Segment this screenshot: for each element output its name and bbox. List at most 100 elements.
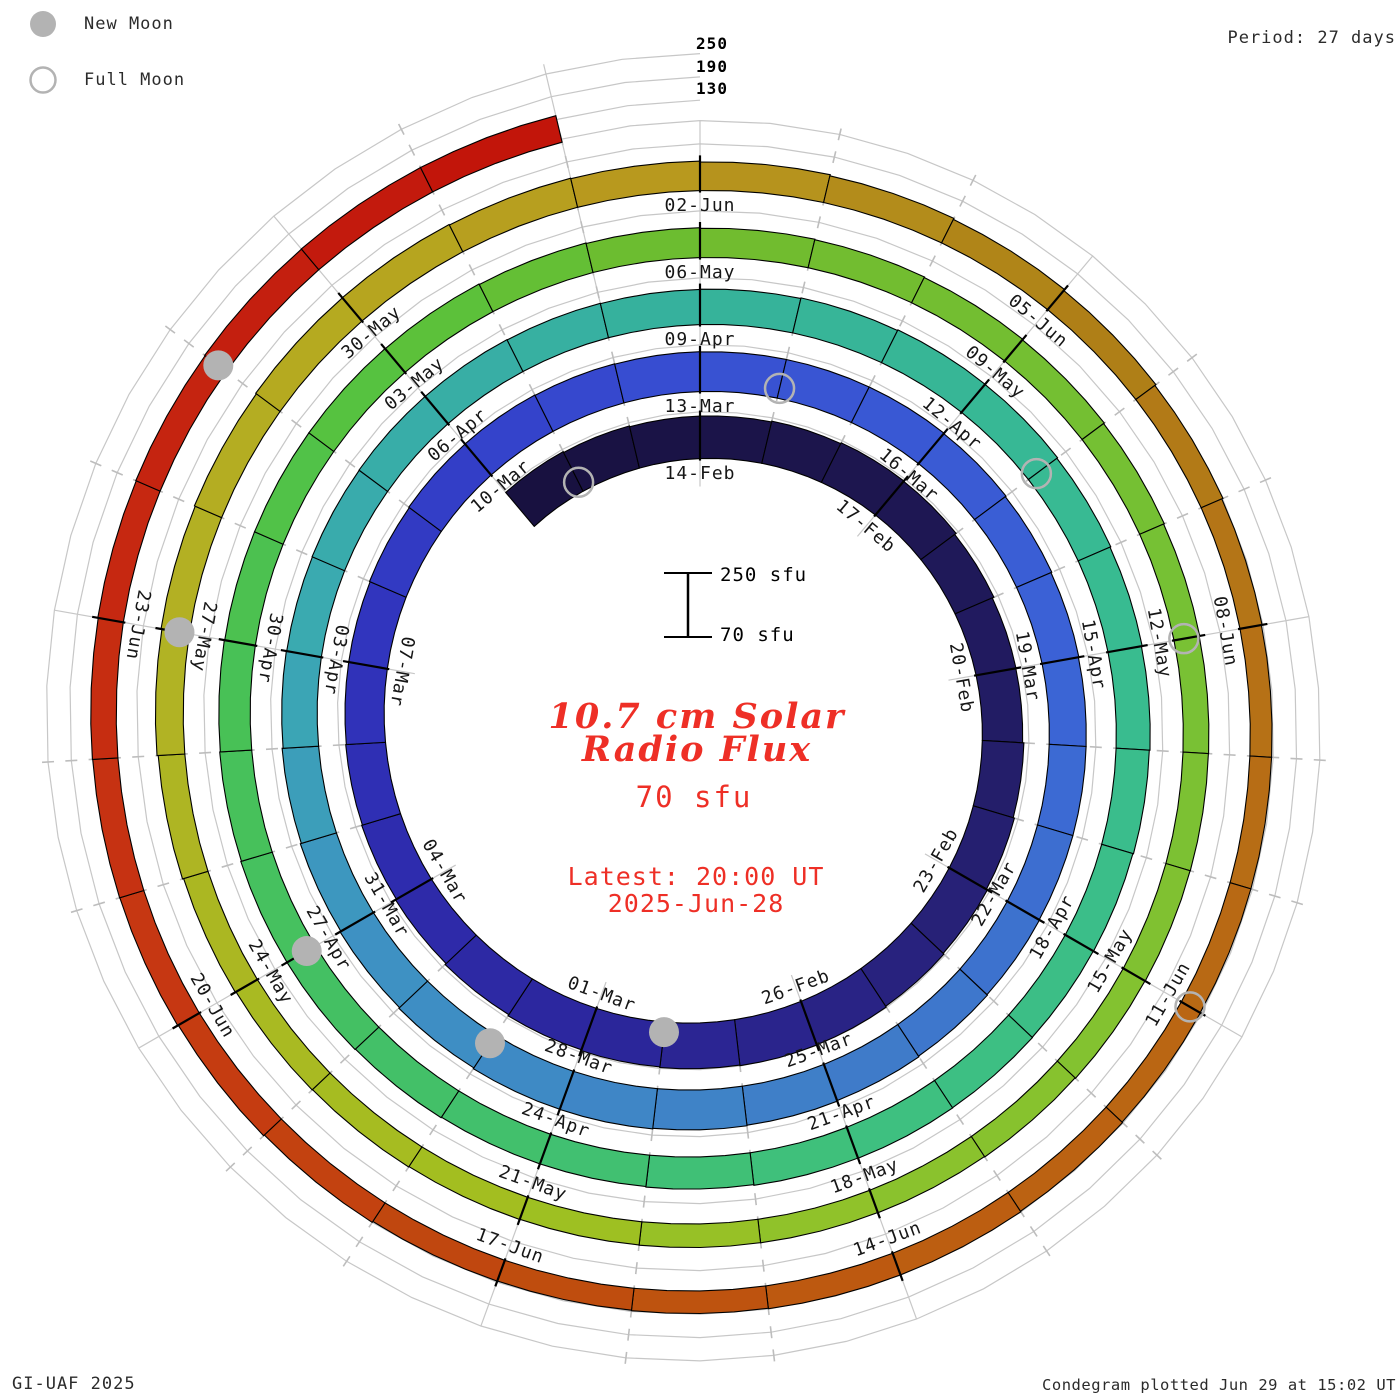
day-tick [1037,1042,1048,1052]
day-tick [1259,476,1272,484]
day-tick [1135,1134,1145,1144]
flux-band-day-segment [1081,422,1166,536]
day-tick [70,908,83,914]
flux-band-day-segment [345,741,402,826]
flux-band-day-segment [119,889,201,1027]
flux-band-day-segment [504,450,584,528]
flux-band-day-segment [534,363,625,433]
full-moon-marker [763,372,796,405]
full-moon-icon [29,66,57,94]
flux-band-day-segment [1003,339,1106,441]
flux-band-day-segment [478,242,594,313]
day-tick [1290,757,1303,760]
day-tick [388,1008,399,1018]
full-moon-label: Full Moon [84,70,186,90]
day-tick [465,1068,474,1080]
day-tick [234,522,247,529]
flux-band-day-segment [749,1126,859,1186]
full-moon-marker [1020,457,1053,490]
day-tick [164,325,176,334]
day-tick [242,1146,253,1156]
day-tick [801,281,806,294]
new-moon-marker [164,617,195,648]
day-tick [650,1129,654,1142]
moon-markers [164,350,1206,1059]
label-tick [420,390,451,426]
day-tick [1042,1245,1051,1257]
chart-title-line1: 10.7 cm Solar [548,696,846,737]
chart-title-line2: Radio Flux [581,729,813,770]
moon-legend: New Moon Full Moon [28,8,185,96]
chart-title: 10.7 cm Solar Radio Flux [548,696,846,770]
day-tick [754,1193,758,1206]
day-tick [93,901,106,907]
day-tick [988,996,999,1006]
label-tick [1039,655,1085,666]
day-tick [172,496,185,503]
day-tick [624,1351,628,1364]
flux-band-day-segment [506,302,610,373]
day-tick [837,128,842,141]
day-tick [1238,486,1250,493]
day-tick [772,1349,776,1362]
flux-band-day-segment [341,223,464,322]
label-tick [280,649,324,659]
flux-band-day-segment [874,480,957,561]
day-tick [785,346,791,359]
day-tick [899,315,906,327]
day-tick [41,760,55,764]
label-tick [536,1132,553,1170]
flux-band-day-segment [299,832,375,933]
label-tick [230,977,260,996]
day-tick [157,882,170,888]
flux-band-day-segment [733,1000,818,1067]
flux-band-day-segment [1036,743,1087,837]
label-tick [873,475,909,518]
flux-band-day-segment [972,739,1025,819]
day-tick [1167,367,1179,376]
flux-band-day-segment [659,1019,741,1070]
flux-band-day-segment [419,115,563,193]
radial-scale-250: 250 [696,34,728,53]
label-tick [1105,643,1148,654]
day-tick [1152,1150,1162,1160]
day-tick [595,286,600,299]
day-tick [580,221,585,234]
day-tick [344,459,356,468]
day-tick [1114,407,1125,416]
flux-band-day-segment [448,177,579,253]
day-tick [1076,835,1089,841]
date-label: 02-Jun [664,195,735,216]
flux-band-day-segment [360,813,433,901]
label-tick [890,1251,904,1282]
flux-band-day-segment [240,851,317,964]
day-tick [392,1180,401,1192]
day-tick [919,1058,928,1070]
day-tick [332,743,345,747]
day-tick [816,216,822,229]
day-tick [746,1126,750,1139]
day-tick [992,1170,1001,1181]
label-tick [1045,284,1069,312]
flux-band-day-segment [518,1196,643,1246]
label-tick [916,427,949,466]
flux-band-day-segment [539,1133,651,1188]
flux-band-day-segment [792,297,899,364]
flux-band-day-segment [193,392,281,519]
day-tick [832,151,837,164]
day-tick [1186,353,1198,362]
day-tick [564,155,569,168]
label-tick [1004,899,1045,924]
day-tick [1029,1226,1038,1237]
day-tick [65,759,78,762]
day-tick [357,575,370,582]
spiral-bands [90,115,1273,1315]
day-tick [265,747,279,751]
day-tick [868,375,876,387]
flux-band-day-segment [975,667,1024,744]
day-tick [1089,745,1102,749]
flux-band-day-segment [757,1189,879,1244]
flux-band-day-segment [822,175,955,244]
label-tick [578,1006,599,1057]
label-tick [1121,966,1151,985]
